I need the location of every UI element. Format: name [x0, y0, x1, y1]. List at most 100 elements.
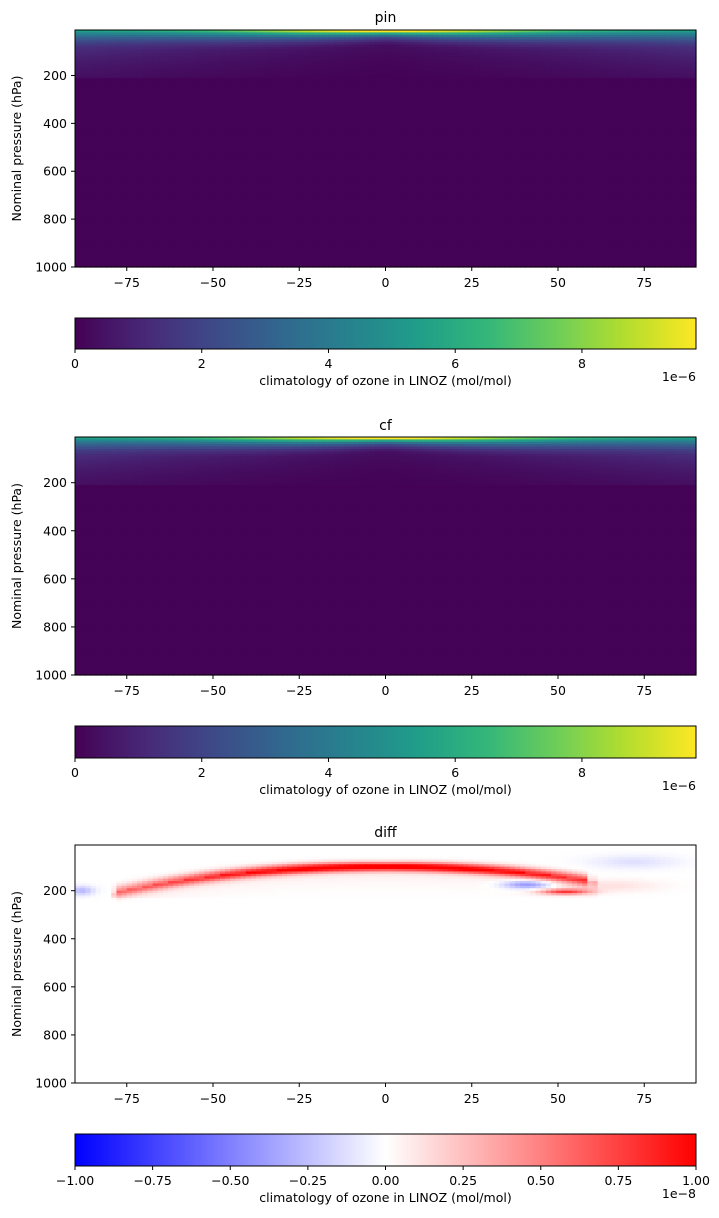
heatmap-cell	[489, 70, 495, 74]
heatmap-cell	[411, 75, 418, 79]
heatmap-cell	[297, 58, 304, 62]
heatmap-cell	[478, 44, 485, 48]
heatmap-cell	[80, 56, 86, 60]
heatmap-cell	[147, 61, 154, 65]
heatmap-cell	[292, 63, 299, 67]
heatmap-cell	[664, 49, 671, 53]
heatmap-cell	[90, 65, 97, 69]
heatmap-cell	[628, 51, 635, 55]
heatmap-cell	[380, 30, 387, 33]
heatmap-cell	[561, 46, 568, 50]
heatmap-cell	[266, 39, 273, 43]
heatmap-cell	[582, 80, 588, 84]
heatmap-cell	[499, 39, 506, 43]
heatmap-cell	[545, 41, 552, 45]
heatmap-cell	[85, 41, 92, 45]
heatmap-cell	[344, 39, 350, 43]
heatmap-cell	[649, 41, 656, 45]
heatmap-cell	[489, 82, 495, 86]
heatmap-cell	[628, 53, 635, 57]
heatmap-cell	[225, 51, 231, 55]
heatmap-cell	[126, 58, 133, 62]
heatmap-cell	[644, 65, 651, 69]
heatmap-cell	[162, 61, 169, 65]
heatmap-cell	[261, 30, 268, 33]
heatmap-cell	[261, 61, 268, 65]
heatmap-cell	[230, 75, 237, 79]
heatmap-cell	[199, 58, 205, 62]
heatmap-cell	[338, 34, 345, 38]
heatmap-cell	[287, 51, 293, 55]
heatmap-cell	[654, 41, 661, 45]
heatmap-cell	[385, 53, 392, 57]
heatmap-cell	[307, 61, 314, 65]
heatmap-cell	[282, 80, 288, 84]
heatmap-cell	[209, 34, 216, 38]
heatmap-cell	[121, 53, 128, 57]
heatmap-cell	[126, 37, 133, 41]
heatmap-cell	[685, 30, 692, 33]
heatmap-cell	[292, 53, 299, 57]
heatmap-cell	[395, 44, 402, 48]
heatmap-cell	[359, 73, 366, 77]
heatmap-cell	[654, 82, 661, 86]
heatmap-cell	[178, 56, 185, 60]
heatmap-cell	[209, 37, 216, 41]
heatmap-cell	[649, 51, 656, 55]
heatmap-cell	[204, 70, 211, 74]
heatmap-cell	[406, 56, 412, 60]
heatmap-cell	[514, 46, 521, 50]
heatmap-cell	[654, 49, 661, 53]
heatmap-cell	[478, 80, 485, 84]
heatmap-cell	[256, 34, 262, 38]
heatmap-cell	[199, 68, 205, 72]
heatmap-cell	[587, 58, 594, 62]
heatmap-cell	[230, 85, 237, 89]
heatmap-cell	[116, 34, 123, 38]
heatmap-cell	[639, 61, 645, 65]
heatmap-cell	[406, 37, 412, 41]
heatmap-cell	[162, 82, 169, 86]
heatmap-cell	[582, 34, 588, 38]
heatmap-cell	[540, 70, 547, 74]
heatmap-cell	[675, 53, 682, 57]
heatmap-cell	[649, 53, 656, 57]
heatmap-cell	[649, 32, 656, 36]
heatmap-cell	[535, 82, 542, 86]
heatmap-cell	[602, 80, 609, 84]
heatmap-cell	[235, 75, 242, 79]
heatmap-cell	[437, 51, 444, 55]
heatmap-cell	[282, 82, 288, 86]
heatmap-cell	[690, 73, 697, 77]
heatmap-cell	[639, 77, 645, 81]
heatmap-cell	[685, 82, 692, 86]
heatmap-cell	[131, 82, 138, 86]
heatmap-cell	[483, 80, 490, 84]
heatmap-cell	[256, 49, 262, 53]
heatmap-cell	[602, 68, 609, 72]
heatmap-cell	[287, 34, 293, 38]
heatmap-cell	[121, 61, 128, 65]
heatmap-cell	[680, 34, 687, 38]
heatmap-cell	[406, 32, 412, 36]
heatmap-cell	[173, 63, 180, 67]
heatmap-cell	[597, 41, 604, 45]
heatmap-cell	[644, 61, 651, 65]
heatmap-cell	[276, 80, 283, 84]
heatmap-cell	[282, 51, 288, 55]
heatmap-cell	[659, 41, 666, 45]
heatmap-cell	[261, 41, 268, 45]
heatmap-cell	[509, 70, 516, 74]
heatmap-cell	[121, 77, 128, 81]
heatmap-cell	[483, 32, 490, 36]
heatmap-cell	[349, 65, 356, 69]
heatmap-cell	[685, 77, 692, 81]
heatmap-cell	[411, 30, 418, 33]
heatmap-cell	[530, 73, 537, 77]
heatmap-cell	[85, 68, 92, 72]
heatmap-cell	[566, 70, 573, 74]
heatmap-cell	[375, 70, 381, 74]
heatmap-cell	[307, 85, 314, 89]
heatmap-cell	[411, 39, 418, 43]
heatmap-cell	[483, 75, 490, 79]
